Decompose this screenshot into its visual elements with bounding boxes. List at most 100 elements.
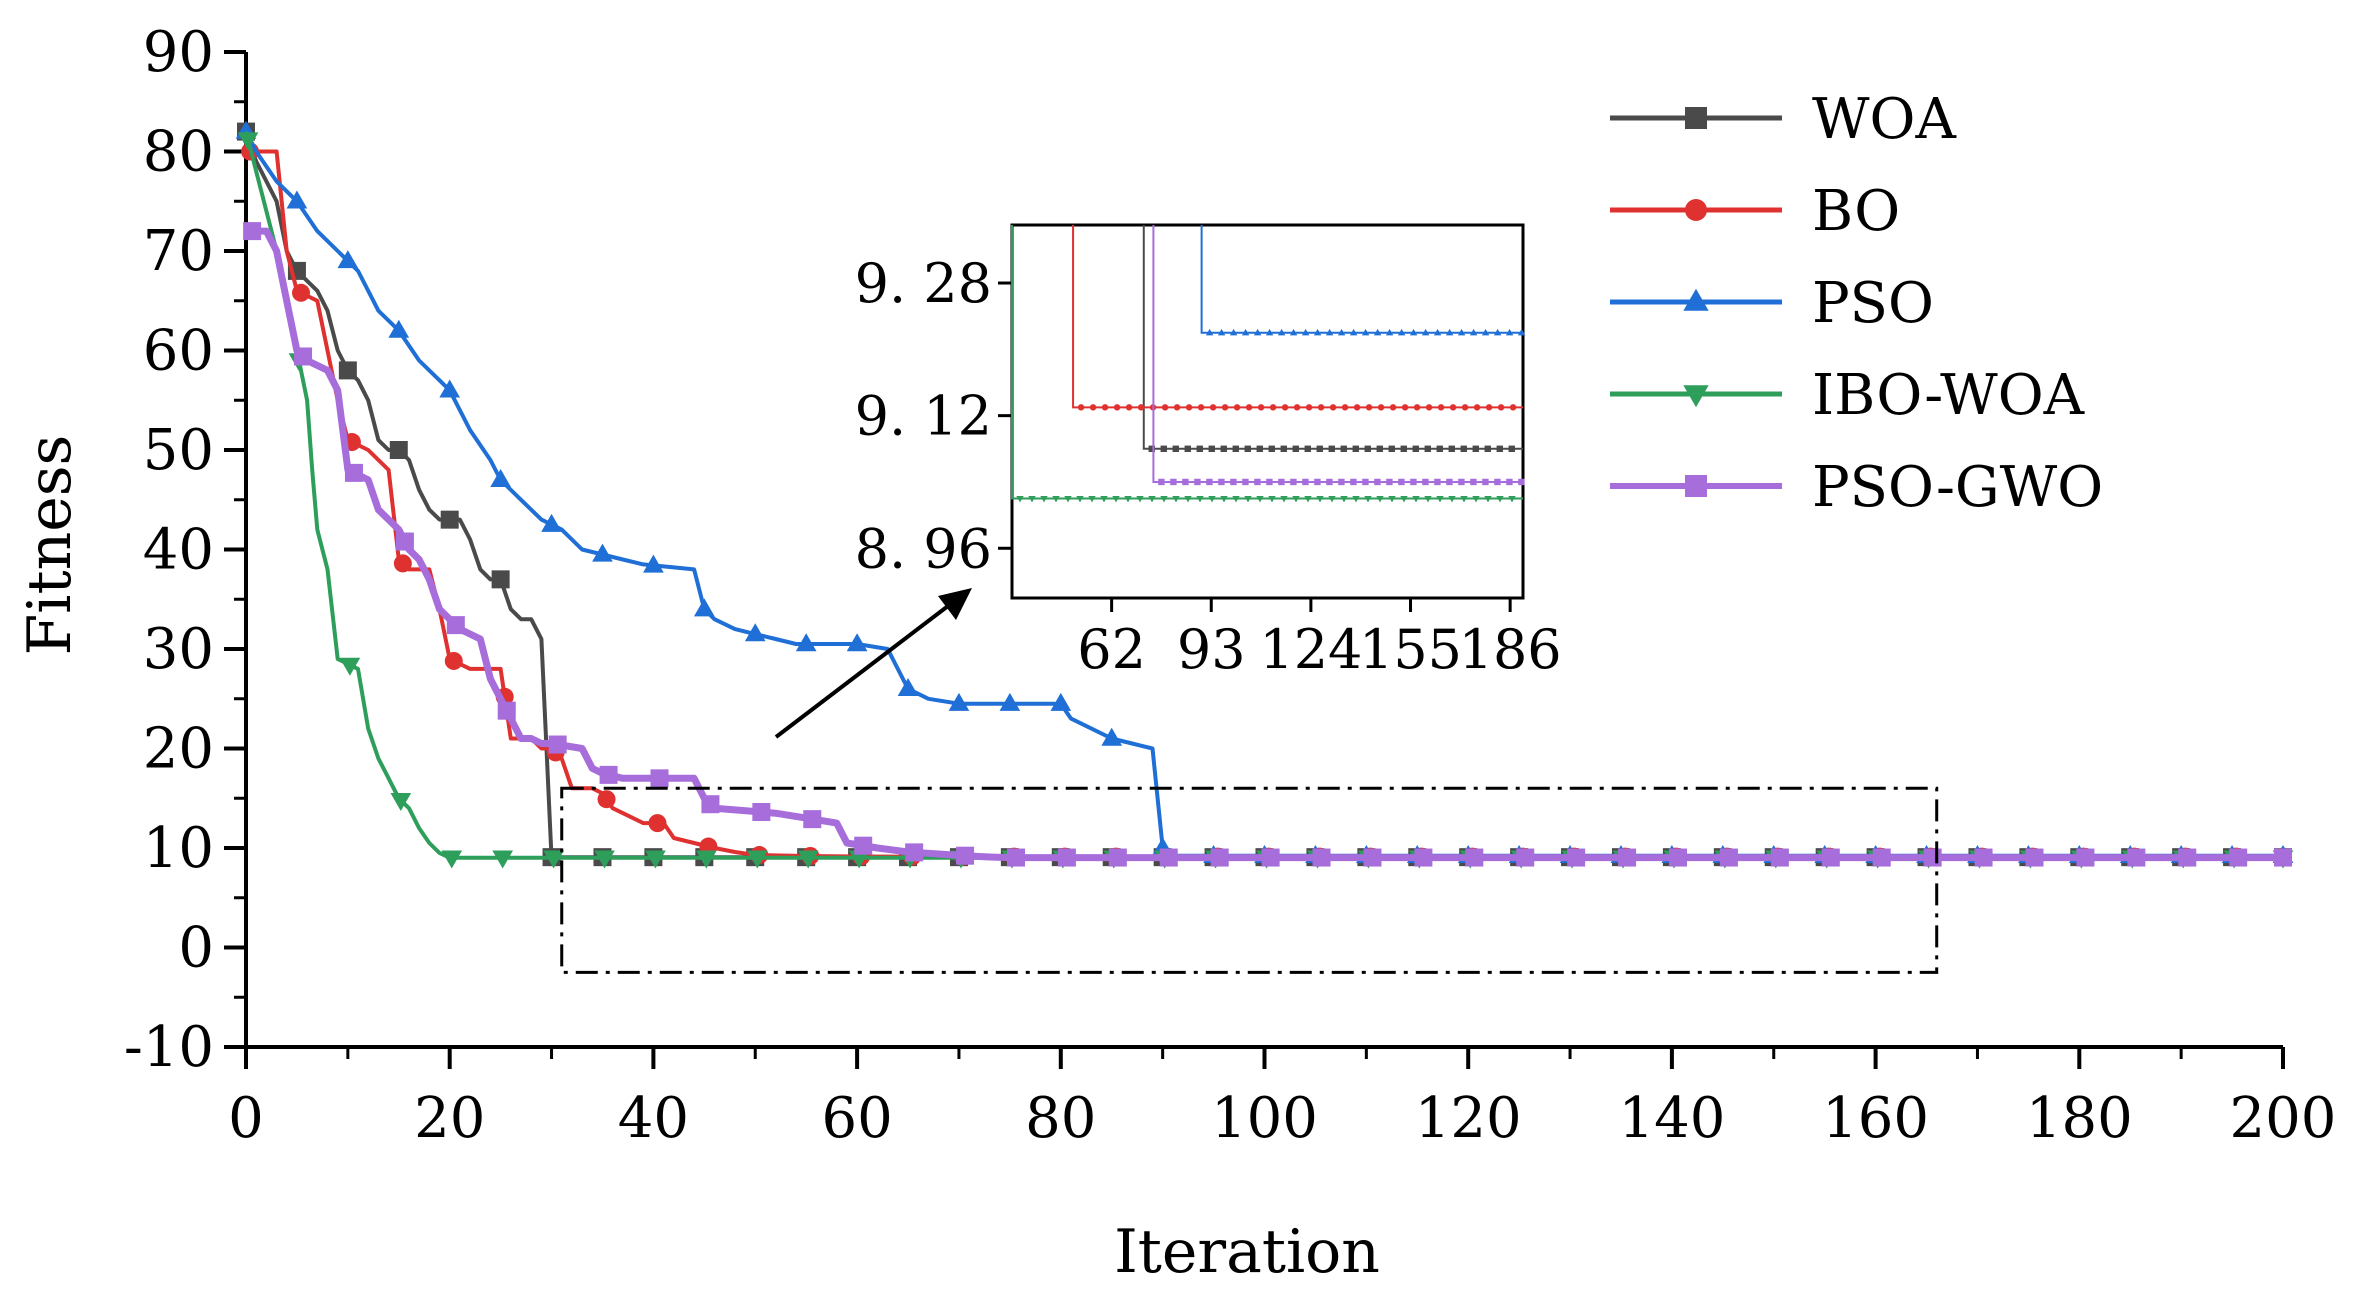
- x-tick-label: 160: [1822, 1086, 1929, 1151]
- inset-data-point: [1338, 478, 1345, 486]
- data-point: [648, 814, 667, 833]
- x-tick-label: 80: [1025, 1086, 1096, 1151]
- inset-data-point: [1433, 328, 1442, 336]
- inset-data-point: [1469, 328, 1478, 336]
- data-point: [854, 836, 873, 855]
- inset-series-line: [1142, 225, 1523, 450]
- data-point: [543, 850, 564, 869]
- y-tick-label: -10: [124, 1015, 214, 1080]
- inset-data-point: [1397, 328, 1406, 336]
- inset-data-point: [1184, 495, 1192, 503]
- data-point: [237, 132, 259, 151]
- inset-data-point: [1292, 495, 1300, 503]
- inset-data-point: [1253, 328, 1262, 336]
- x-tick-label: 40: [618, 1086, 689, 1151]
- x-tick-label: 0: [228, 1086, 264, 1151]
- data-point: [2229, 848, 2248, 867]
- inset-data-point: [1350, 478, 1357, 486]
- inset-data-point: [1302, 478, 1309, 486]
- inset-data-point: [1386, 478, 1393, 486]
- data-point: [339, 657, 361, 676]
- data-point: [897, 678, 919, 696]
- inset-data-point: [1301, 328, 1310, 336]
- inset-data-point: [1088, 495, 1096, 503]
- data-point: [337, 250, 359, 269]
- inset-data-point: [1484, 495, 1492, 503]
- inset-data-point: [1470, 478, 1477, 486]
- inset-data-point: [1328, 445, 1335, 452]
- data-point: [2025, 848, 2044, 867]
- data-point: [1312, 848, 1331, 867]
- inset-data-point: [1101, 404, 1109, 411]
- inset-data-point: [1254, 478, 1261, 486]
- inset-data-point: [1412, 495, 1420, 503]
- data-point: [696, 850, 717, 869]
- data-point: [2274, 848, 2292, 867]
- inset-data-point: [1326, 478, 1333, 486]
- data-point: [744, 623, 766, 642]
- legend-item-woa: WOA: [1610, 87, 1956, 152]
- inset-data-point: [1170, 478, 1177, 486]
- inset-data-point: [1230, 478, 1237, 486]
- y-tick-label: 70: [143, 219, 214, 284]
- inset-data-point: [1482, 478, 1489, 486]
- inset-data-point: [1196, 495, 1204, 503]
- inset-frame: [1010, 223, 1525, 600]
- inset-data-point: [1496, 445, 1503, 452]
- inset-data-point: [1220, 495, 1228, 503]
- data-point: [594, 850, 615, 869]
- inset-data-point: [1424, 445, 1431, 452]
- inset-data-point: [1517, 328, 1526, 336]
- inset-data-point: [1388, 445, 1395, 452]
- inset-data-point: [1398, 478, 1405, 486]
- inset-data-point: [1052, 495, 1060, 503]
- inset-data-point: [1497, 404, 1505, 411]
- data-point: [388, 319, 410, 338]
- inset-data-point: [1496, 495, 1504, 503]
- inset-series-bo: [1072, 225, 1523, 411]
- inset-data-point: [1278, 478, 1285, 486]
- inset-data-point: [1425, 404, 1433, 411]
- inset-data-point: [1337, 328, 1346, 336]
- inset-data-point: [1421, 328, 1430, 336]
- y-tick-label: 90: [143, 20, 214, 85]
- inset-data-point: [1289, 328, 1298, 336]
- data-point: [1414, 848, 1433, 867]
- inset-x-tick-label: 62: [1077, 618, 1146, 681]
- data-point: [905, 843, 924, 862]
- inset-series-woa: [1142, 225, 1523, 452]
- inset-data-point: [1304, 495, 1312, 503]
- inset-data-point: [1461, 404, 1469, 411]
- inset-data-point: [1269, 404, 1277, 411]
- inset-data-point: [1505, 328, 1514, 336]
- inset-data-point: [1182, 478, 1189, 486]
- x-tick-label: 200: [2230, 1086, 2337, 1151]
- inset-y-tick-label: 8. 96: [855, 517, 992, 580]
- inset-data-point: [1161, 404, 1169, 411]
- data-point: [752, 803, 771, 822]
- inset-data-point: [1341, 404, 1349, 411]
- data-point: [1108, 848, 1127, 867]
- legend: WOA BO PSO IBO-WOA PSO-GWO: [1610, 87, 2103, 520]
- inset-data-point: [1424, 495, 1432, 503]
- inset-data-point: [1136, 495, 1144, 503]
- x-tick-label: 180: [2026, 1086, 2133, 1151]
- inset-data-point: [1124, 495, 1132, 503]
- legend-marker: [1685, 475, 1707, 497]
- inset-x-tick-label: 93: [1177, 618, 1246, 681]
- x-tick-label: 20: [414, 1086, 485, 1151]
- inset-data-point: [1112, 495, 1120, 503]
- inset-data-point: [1028, 495, 1036, 503]
- data-point: [440, 510, 459, 529]
- inset-data-point: [1265, 328, 1274, 336]
- inset-data-point: [1172, 495, 1180, 503]
- inset-data-point: [1374, 478, 1381, 486]
- data-point: [848, 850, 870, 869]
- data-point: [2127, 848, 2146, 867]
- series-pso-gwo: [243, 222, 2292, 867]
- inset-data-point: [1113, 404, 1121, 411]
- inset-data-point: [1232, 495, 1240, 503]
- inset-data-point: [1172, 445, 1179, 452]
- inset-data-point: [1314, 478, 1321, 486]
